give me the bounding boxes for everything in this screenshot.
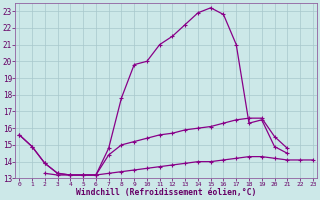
X-axis label: Windchill (Refroidissement éolien,°C): Windchill (Refroidissement éolien,°C)	[76, 188, 256, 197]
